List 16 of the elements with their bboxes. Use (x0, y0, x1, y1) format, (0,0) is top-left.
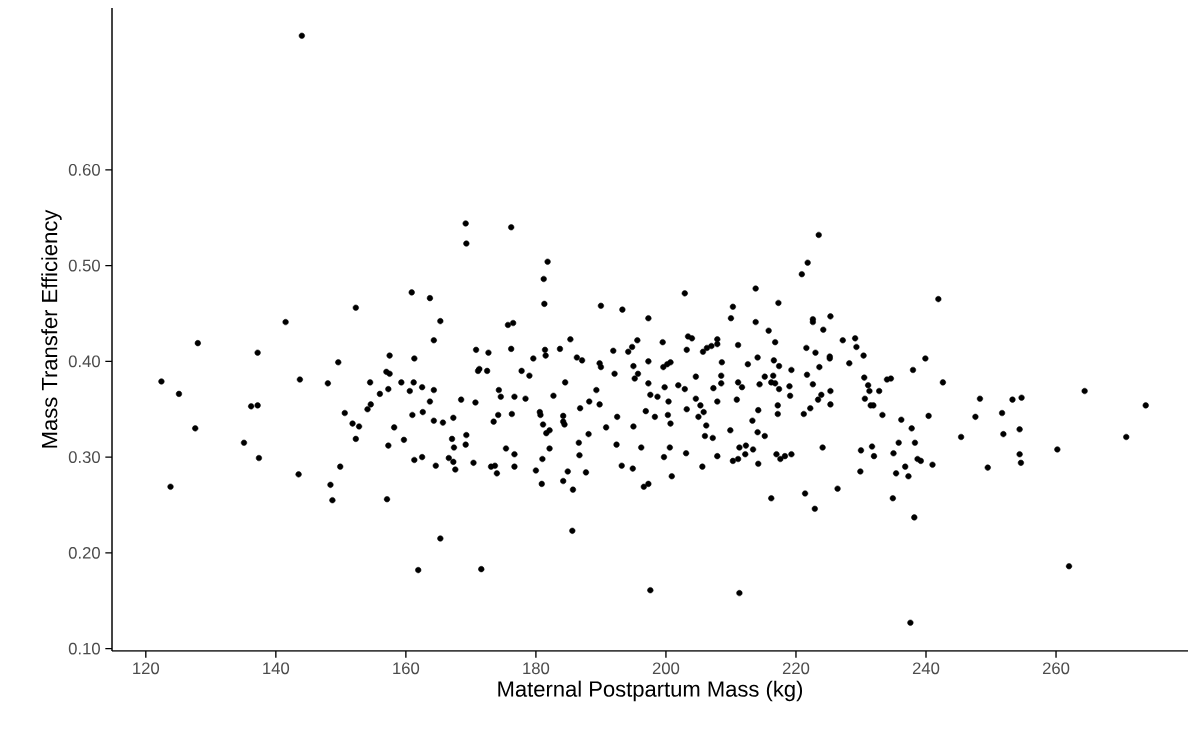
x-tick-label: 180 (523, 662, 550, 675)
y-tick-label: 0.10 (68, 642, 100, 655)
x-tick-label: 240 (912, 662, 940, 675)
y-tick-label: 0.50 (68, 259, 100, 272)
x-tick-label: 260 (1042, 662, 1070, 675)
y-tick-label: 0.60 (68, 163, 100, 176)
x-tick-label: 120 (133, 662, 160, 675)
y-axis-title: Mass Transfer Efficiency (41, 209, 62, 448)
y-tick-label: 0.30 (68, 451, 100, 463)
x-tick-label: 220 (782, 662, 810, 675)
x-axis-title: Maternal Postpartum Mass (kg) (498, 680, 803, 702)
y-tick-label: 0.20 (68, 546, 100, 559)
x-tick-label: 200 (652, 662, 680, 675)
y-tick-label: 0.40 (68, 355, 100, 368)
x-tick-label: 160 (393, 662, 420, 675)
x-tick-label: 140 (263, 662, 290, 675)
